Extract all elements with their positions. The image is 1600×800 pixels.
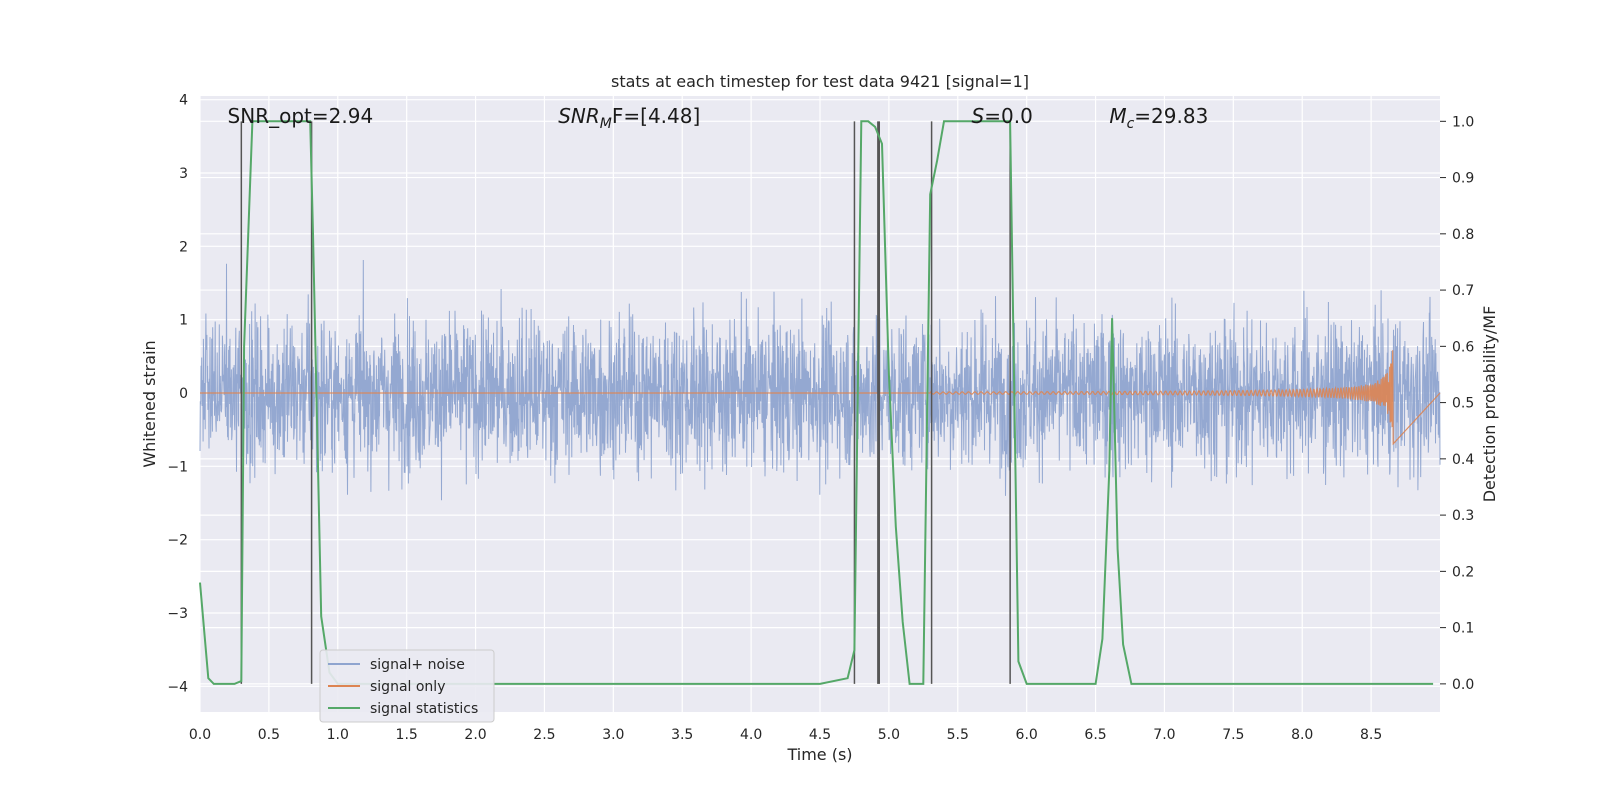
x-tick-label: 1.0: [327, 727, 349, 743]
signal-series: [200, 350, 1441, 446]
y2-tick-label: 0.6: [1452, 339, 1474, 355]
x-tick-label: 7.0: [1153, 727, 1175, 743]
x-tick-label: 1.5: [396, 727, 418, 743]
legend-label-signal: signal only: [370, 679, 445, 695]
y-tick-label: 0: [179, 386, 188, 402]
legend-label-stats: signal statistics: [370, 701, 478, 717]
y2-axis-label: Detection probability/MF: [1480, 306, 1499, 503]
y2-tick-label: 0.3: [1452, 508, 1474, 524]
annotation-1: SNRMF=[4.48]: [558, 104, 700, 132]
x-tick-label: 6.5: [1084, 727, 1106, 743]
x-tick-label: 4.0: [740, 727, 762, 743]
legend-box: [319, 649, 495, 723]
annotation-3: Mc=29.83: [1109, 104, 1208, 132]
series-signal-line: [200, 350, 1441, 446]
x-axis-label: Time (s): [786, 745, 852, 764]
series-stats-line: [199, 120, 1434, 685]
y2-tick-label: 0.4: [1452, 452, 1474, 468]
y2-tick-label: 0.2: [1452, 564, 1474, 580]
y2-tick-label: 1.0: [1452, 114, 1474, 130]
x-tick-label: 7.5: [1222, 727, 1244, 743]
x-tick-label: 5.5: [947, 727, 969, 743]
annotations: SNR_opt=2.94 SNRMF=[4.48] S=0.0 Mc=29.83: [228, 104, 1209, 132]
x-tick-label: 3.5: [671, 727, 693, 743]
y-tick-label: 4: [179, 93, 188, 109]
y-tick-label: −4: [167, 679, 188, 695]
x-tick-label: 2.5: [533, 727, 555, 743]
x-tick-label: 4.5: [809, 727, 831, 743]
x-tick-label: 3.0: [602, 727, 624, 743]
y2-tick-label: 0.7: [1452, 283, 1474, 299]
y-axis-label: Whitened strain: [140, 340, 159, 467]
stats-series: [199, 120, 1434, 685]
x-tick-label: 6.0: [1016, 727, 1038, 743]
y-tick-label: −2: [167, 533, 188, 549]
y-tick-label: 3: [179, 166, 188, 182]
tick-labels: 0.0 0.5 1.0 1.5 2.0 2.5 3.0 3.5 4.0 4.5 5.0 5.5 6.0 6…: [167, 93, 1474, 743]
y-tick-label: −3: [167, 606, 188, 622]
y2-tick-label: 0.0: [1452, 677, 1474, 693]
y2-tick-label: 0.8: [1452, 227, 1474, 243]
x-tick-label: 5.0: [878, 727, 900, 743]
legend: signal+ noise signal only signal statist…: [319, 649, 495, 723]
x-tick-label: 0.0: [189, 727, 211, 743]
y-tick-label: −1: [167, 459, 188, 475]
x-tick-label: 0.5: [258, 727, 280, 743]
series-noise-line: [199, 259, 1441, 501]
x-tick-label: 2.0: [464, 727, 486, 743]
x-tick-label: 8.0: [1291, 727, 1313, 743]
noise-series: [199, 259, 1441, 501]
annotation-0: SNR_opt=2.94: [228, 104, 374, 128]
x-tick-label: 8.5: [1360, 727, 1382, 743]
annotation-2: S=0.0: [972, 104, 1033, 128]
y2-tick-label: 0.9: [1452, 171, 1474, 187]
legend-label-noise: signal+ noise: [370, 657, 465, 673]
chart-title: stats at each timestep for test data 942…: [611, 72, 1029, 91]
y-tick-label: 2: [179, 239, 188, 255]
y2-tick-label: 0.1: [1452, 621, 1474, 637]
y-tick-label: 1: [179, 313, 188, 329]
y2-tick-label: 0.5: [1452, 396, 1474, 412]
